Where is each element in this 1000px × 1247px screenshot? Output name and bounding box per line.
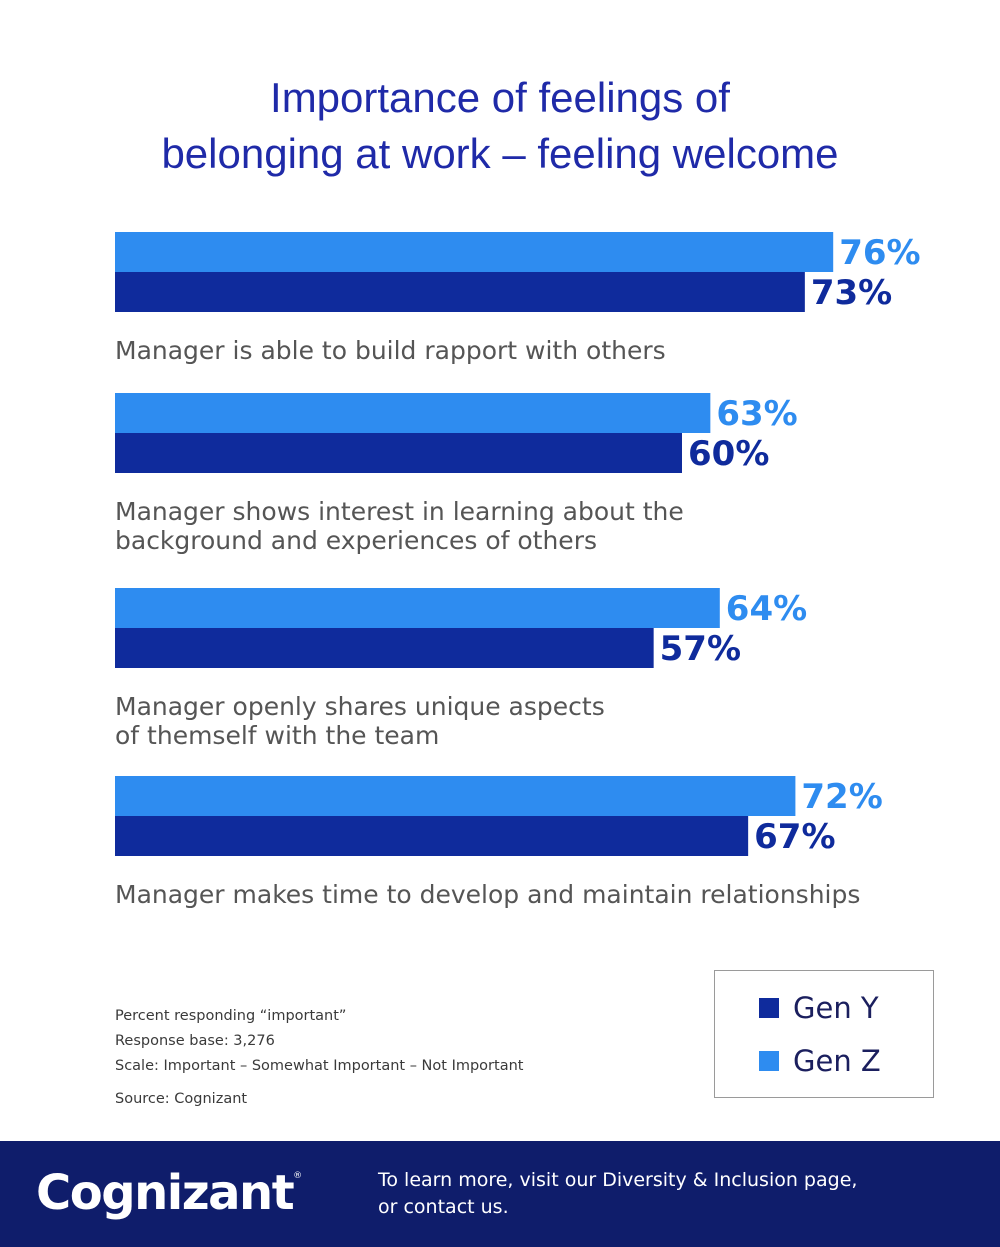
bar-gen-z-1 bbox=[115, 232, 834, 272]
contact-us-link[interactable]: contact us bbox=[403, 1196, 503, 1218]
chart-notes: Percent responding “important” Response … bbox=[115, 1004, 523, 1112]
bar-gen-y-2 bbox=[115, 433, 682, 473]
category-label-1-line-1: Manager is able to build rapport with ot… bbox=[115, 336, 666, 365]
legend-swatch-gen-y bbox=[759, 998, 779, 1018]
footer-line-2: or contact us. bbox=[378, 1194, 938, 1221]
bar-gen-z-3 bbox=[115, 588, 720, 628]
legend-label-gen-y: Gen Y bbox=[793, 991, 879, 1025]
note-source: Source: Cognizant bbox=[115, 1091, 248, 1107]
footer-text-or: or bbox=[378, 1196, 404, 1218]
category-label-3-line-1: Manager openly shares unique aspects bbox=[115, 692, 605, 721]
value-label-gen-y-3: 57% bbox=[660, 629, 741, 669]
bar-gen-y-4 bbox=[115, 816, 749, 856]
cognizant-logo[interactable]: Cognizant® bbox=[36, 1165, 302, 1221]
chart-title-line-2: belonging at work – feeling welcome bbox=[161, 130, 839, 177]
value-label-gen-z-2: 63% bbox=[716, 394, 797, 434]
bar-chart: 76%73% Manager is able to build rapport w… bbox=[115, 232, 921, 909]
value-label-gen-z-1: 76% bbox=[839, 233, 920, 273]
chart-title: Importance of feelings of belonging at w… bbox=[0, 70, 1000, 182]
diversity-inclusion-link[interactable]: Diversity & Inclusion page bbox=[602, 1169, 852, 1191]
legend-item-gen-y: Gen Y bbox=[759, 988, 879, 1028]
bar-gen-z-2 bbox=[115, 393, 711, 433]
bar-gen-z-4 bbox=[115, 776, 796, 816]
chart-legend: Gen Y Gen Z bbox=[714, 970, 934, 1098]
value-label-gen-y-1: 73% bbox=[811, 273, 892, 313]
footer-text-comma: , bbox=[851, 1169, 858, 1191]
logo-text: Cognizant bbox=[36, 1165, 295, 1221]
legend-item-gen-z: Gen Z bbox=[759, 1041, 881, 1081]
category-label-3-line-2: of themself with the team bbox=[115, 721, 439, 750]
registered-mark: ® bbox=[293, 1171, 303, 1181]
note-response-base: Response base: 3,276 bbox=[115, 1033, 275, 1049]
category-label-2-line-2: background and experiences of others bbox=[115, 526, 597, 555]
value-label-gen-y-2: 60% bbox=[688, 434, 769, 474]
value-label-gen-z-4: 72% bbox=[801, 777, 882, 817]
value-label-gen-y-4: 67% bbox=[754, 817, 835, 857]
legend-label-gen-z: Gen Z bbox=[793, 1044, 881, 1078]
chart-title-line-1: Importance of feelings of bbox=[270, 74, 730, 121]
footer-text-prefix: To learn more, visit our bbox=[378, 1169, 603, 1191]
bar-gen-y-3 bbox=[115, 628, 654, 668]
footer-text-period: . bbox=[502, 1196, 509, 1218]
category-label-4-line-1: Manager makes time to develop and mainta… bbox=[115, 880, 860, 909]
footer-message: To learn more, visit our Diversity & Inc… bbox=[378, 1167, 938, 1221]
legend-swatch-gen-z bbox=[759, 1051, 779, 1071]
footer-banner: Cognizant® To learn more, visit our Dive… bbox=[0, 1141, 1000, 1247]
bar-gen-y-1 bbox=[115, 272, 805, 312]
value-label-gen-z-3: 64% bbox=[726, 589, 807, 629]
footer-line-1: To learn more, visit our Diversity & Inc… bbox=[378, 1167, 938, 1194]
note-percent-responding: Percent responding “important” bbox=[115, 1008, 347, 1024]
note-scale: Scale: Important – Somewhat Important – … bbox=[115, 1058, 524, 1074]
category-label-2-line-1: Manager shows interest in learning about… bbox=[115, 497, 684, 526]
